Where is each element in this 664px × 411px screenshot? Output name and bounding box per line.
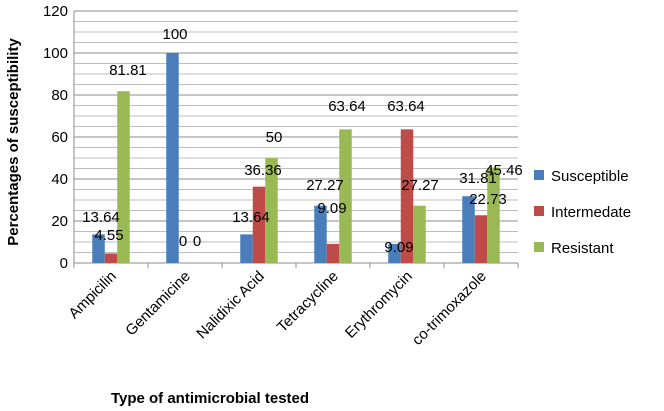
data-label: 0 xyxy=(193,233,201,250)
bar-resistant-nalidixic-acid xyxy=(265,158,278,263)
bar-susceptible-nalidixic-acid xyxy=(240,234,253,263)
y-tick-label: 120 xyxy=(43,3,68,20)
y-tick-label: 0 xyxy=(60,255,68,272)
bar-susceptible-ampicilin xyxy=(92,234,105,263)
legend-swatch xyxy=(534,206,544,216)
legend-label: Susceptible xyxy=(551,168,629,185)
bar-resistant-co-trimoxazole xyxy=(487,167,500,263)
data-label: 100 xyxy=(162,26,187,43)
legend-label: Resistant xyxy=(551,240,614,257)
data-label: 36.36 xyxy=(244,162,282,179)
y-axis-title: Percentages of susceptibility xyxy=(5,38,22,246)
bar-resistant-ampicilin xyxy=(117,91,130,263)
data-label: 81.81 xyxy=(109,62,147,79)
bar-intermedate-ampicilin xyxy=(104,253,118,263)
legend-swatch xyxy=(534,242,544,252)
bar-susceptible-gentamicine xyxy=(166,53,179,263)
bar-intermedate-tetracycline xyxy=(326,243,340,263)
bar-susceptible-tetracycline xyxy=(314,205,327,263)
data-label: 45.46 xyxy=(485,162,523,179)
data-label: 4.55 xyxy=(94,227,123,244)
data-label: 13.64 xyxy=(232,209,270,226)
data-label: 63.64 xyxy=(387,98,425,115)
x-axis-title: Type of antimicrobial tested xyxy=(111,390,309,407)
x-tick-label: Gentamicine xyxy=(122,268,194,340)
y-tick-label: 20 xyxy=(51,213,68,230)
bar-intermedate-nalidixic-acid xyxy=(252,186,266,263)
data-label: 0 xyxy=(179,233,187,250)
x-tick-label: co-trimoxazole xyxy=(409,268,490,349)
data-label: 27.27 xyxy=(306,177,344,194)
data-label: 9.09 xyxy=(317,200,346,217)
data-label: 22.73 xyxy=(469,191,507,208)
data-label: 13.64 xyxy=(82,209,120,226)
legend-label: Intermedate xyxy=(551,204,631,221)
x-tick-label: Tetracycline xyxy=(274,268,342,336)
bar-intermedate-erythromycin xyxy=(400,129,414,263)
y-tick-label: 40 xyxy=(51,171,68,188)
x-tick-label: Erythromycin xyxy=(342,268,416,342)
data-label: 9.09 xyxy=(384,239,413,256)
x-axis-categories: Ampicilin Gentamicine Nalidixic Acid Tetrac… xyxy=(65,268,489,349)
y-axis-ticks: 0 20 40 60 80 100 120 xyxy=(43,3,68,272)
x-tick-label: Ampicilin xyxy=(65,268,119,322)
grid-layer xyxy=(73,10,519,268)
legend: Susceptible Intermedate Resistant xyxy=(534,168,631,257)
y-tick-label: 100 xyxy=(43,45,68,62)
data-label: 50 xyxy=(266,129,283,146)
bar-resistant-tetracycline xyxy=(339,129,352,263)
bar-intermedate-co-trimoxazole xyxy=(474,215,488,263)
bar-resistant-erythromycin xyxy=(413,205,426,263)
legend-swatch xyxy=(534,170,544,180)
data-label: 31.81 xyxy=(459,170,497,187)
data-label: 63.64 xyxy=(328,98,366,115)
bar-susceptible-erythromycin xyxy=(388,243,401,263)
data-label: 27.27 xyxy=(401,177,439,194)
y-tick-label: 80 xyxy=(51,87,68,104)
y-tick-label: 60 xyxy=(51,129,68,146)
bar-susceptible-co-trimoxazole xyxy=(462,196,475,263)
bars-layer xyxy=(92,53,500,263)
x-tick-label: Nalidixic Acid xyxy=(193,268,268,343)
